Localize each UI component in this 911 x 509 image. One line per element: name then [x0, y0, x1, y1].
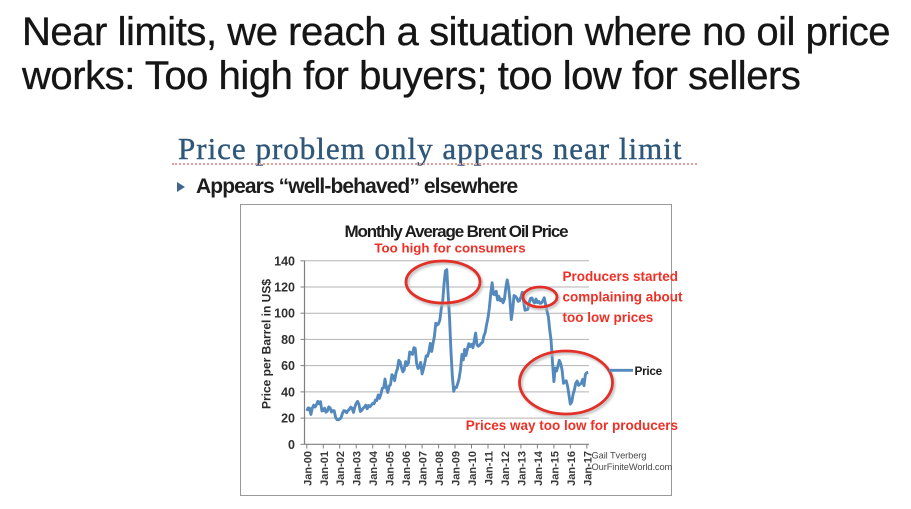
svg-text:20: 20 — [281, 412, 295, 426]
svg-text:Jan-01: Jan-01 — [319, 451, 331, 486]
svg-text:complaining about: complaining about — [563, 290, 684, 305]
svg-text:Too high for consumers: Too high for consumers — [374, 241, 525, 256]
svg-text:Producers started: Producers started — [563, 269, 679, 284]
svg-text:Jan-12: Jan-12 — [500, 451, 512, 486]
svg-text:Prices way too low for produce: Prices way too low for producers — [466, 418, 678, 433]
svg-text:0: 0 — [288, 438, 295, 452]
svg-text:Monthly Average Brent Oil Pric: Monthly Average Brent Oil Price — [345, 222, 569, 241]
svg-text:40: 40 — [281, 385, 295, 399]
svg-text:Price: Price — [635, 364, 663, 378]
svg-text:Gail Tverberg: Gail Tverberg — [592, 451, 647, 461]
svg-text:120: 120 — [274, 281, 295, 295]
svg-text:Price per Barrel in US$: Price per Barrel in US$ — [260, 279, 274, 409]
svg-text:Jan-04: Jan-04 — [368, 450, 380, 486]
svg-text:Jan-06: Jan-06 — [401, 451, 413, 486]
svg-text:Jan-13: Jan-13 — [516, 451, 528, 486]
svg-text:Jan-16: Jan-16 — [566, 451, 578, 486]
svg-text:Jan-17: Jan-17 — [582, 451, 594, 486]
svg-text:Jan-00: Jan-00 — [302, 451, 314, 486]
svg-text:Jan-05: Jan-05 — [385, 451, 397, 486]
svg-text:Jan-07: Jan-07 — [418, 451, 430, 486]
svg-text:140: 140 — [274, 254, 295, 268]
svg-text:100: 100 — [274, 307, 295, 321]
svg-text:Jan-02: Jan-02 — [335, 451, 347, 486]
svg-text:80: 80 — [281, 333, 295, 347]
svg-text:OurFiniteWorld.com: OurFiniteWorld.com — [592, 462, 673, 472]
svg-text:Jan-15: Jan-15 — [549, 451, 561, 486]
svg-text:60: 60 — [281, 359, 295, 373]
svg-text:Jan-09: Jan-09 — [451, 451, 463, 486]
svg-text:Jan-14: Jan-14 — [533, 450, 545, 486]
svg-text:Jan-11: Jan-11 — [484, 451, 496, 485]
svg-text:too low prices: too low prices — [563, 310, 654, 325]
svg-text:Jan-08: Jan-08 — [434, 451, 446, 486]
svg-text:Jan-03: Jan-03 — [352, 451, 364, 486]
svg-text:Jan-10: Jan-10 — [467, 451, 479, 486]
